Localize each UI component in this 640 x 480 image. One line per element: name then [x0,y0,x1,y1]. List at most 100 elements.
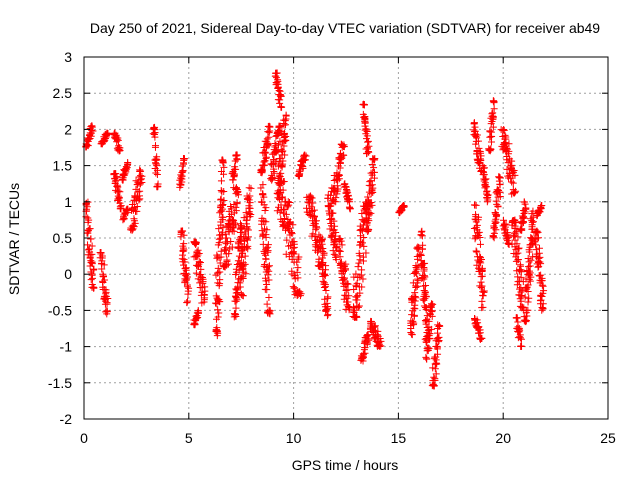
data-point [502,220,510,228]
data-point [195,249,203,257]
data-point [346,198,354,206]
data-point [363,132,371,140]
data-point [493,211,501,219]
data-point [244,233,252,241]
data-point [192,239,200,247]
data-point [487,128,495,136]
data-point [263,226,271,234]
data-point [527,256,535,264]
data-point [410,304,418,312]
data-point [408,331,416,339]
data-point [476,147,484,155]
data-point [512,250,520,258]
data-point [323,299,331,307]
data-point [119,216,127,224]
data-point [367,199,375,207]
data-point [275,123,283,131]
data-point [500,126,508,134]
data-point [282,210,290,218]
data-point [359,353,367,361]
data-point [262,255,270,263]
data-point [422,293,430,301]
data-point [229,176,237,184]
data-point [350,309,358,316]
data-point [117,204,125,212]
data-point [370,174,378,182]
data-point [357,271,365,279]
data-point [273,79,281,87]
data-point [310,206,318,214]
data-point [88,123,96,131]
data-point [370,164,378,172]
data-point [417,252,425,260]
data-point [227,238,235,246]
data-point [280,120,288,128]
data-point [330,217,338,225]
data-point [244,226,252,234]
data-point [136,168,144,176]
data-point [215,298,223,306]
data-point [411,268,419,276]
data-point [285,242,293,250]
data-point [502,133,510,141]
data-point [184,297,192,305]
data-point [179,227,187,235]
data-point [247,184,255,192]
data-point [426,334,434,342]
data-point [410,319,418,327]
data-point [216,268,224,276]
data-point [364,193,372,201]
data-point [284,225,292,233]
data-point [128,226,136,234]
data-point [306,212,314,220]
data-point [179,167,187,175]
data-point [241,252,249,260]
data-point [264,142,272,150]
data-point [281,215,289,223]
data-point [232,304,240,312]
data-point [365,148,373,156]
data-point [336,159,344,167]
data-point [337,258,345,266]
data-point [179,251,187,259]
data-point [514,256,522,264]
data-point [520,214,528,222]
data-point [88,274,96,282]
data-point [359,275,367,283]
data-point [260,201,268,209]
data-point [482,175,490,183]
data-point [242,209,250,217]
data-point [370,156,378,164]
data-point [217,177,225,185]
data-point [525,263,533,271]
data-point [480,171,488,179]
data-point [534,234,542,242]
data-point [201,287,209,295]
data-point [537,271,545,279]
data-point [302,152,310,160]
data-point [219,200,227,208]
data-point [410,312,418,320]
data-point [180,156,188,164]
data-point [517,273,525,281]
data-point [344,192,352,200]
data-point [512,187,520,195]
data-point [282,133,290,141]
data-point [302,156,310,164]
data-point [341,266,349,274]
data-point [307,193,315,201]
data-point [264,247,272,255]
data-point [282,111,290,119]
data-point [239,292,247,300]
data-point [183,299,191,307]
data-point [483,187,491,195]
data-point [306,195,314,203]
chart-title: Day 250 of 2021, Sidereal Day-to-day VTE… [90,20,600,36]
data-point [528,225,536,233]
data-point [264,271,272,279]
data-point [512,227,520,235]
data-point [330,237,338,245]
data-point [243,223,251,231]
data-point [520,219,528,227]
data-point [230,310,238,318]
